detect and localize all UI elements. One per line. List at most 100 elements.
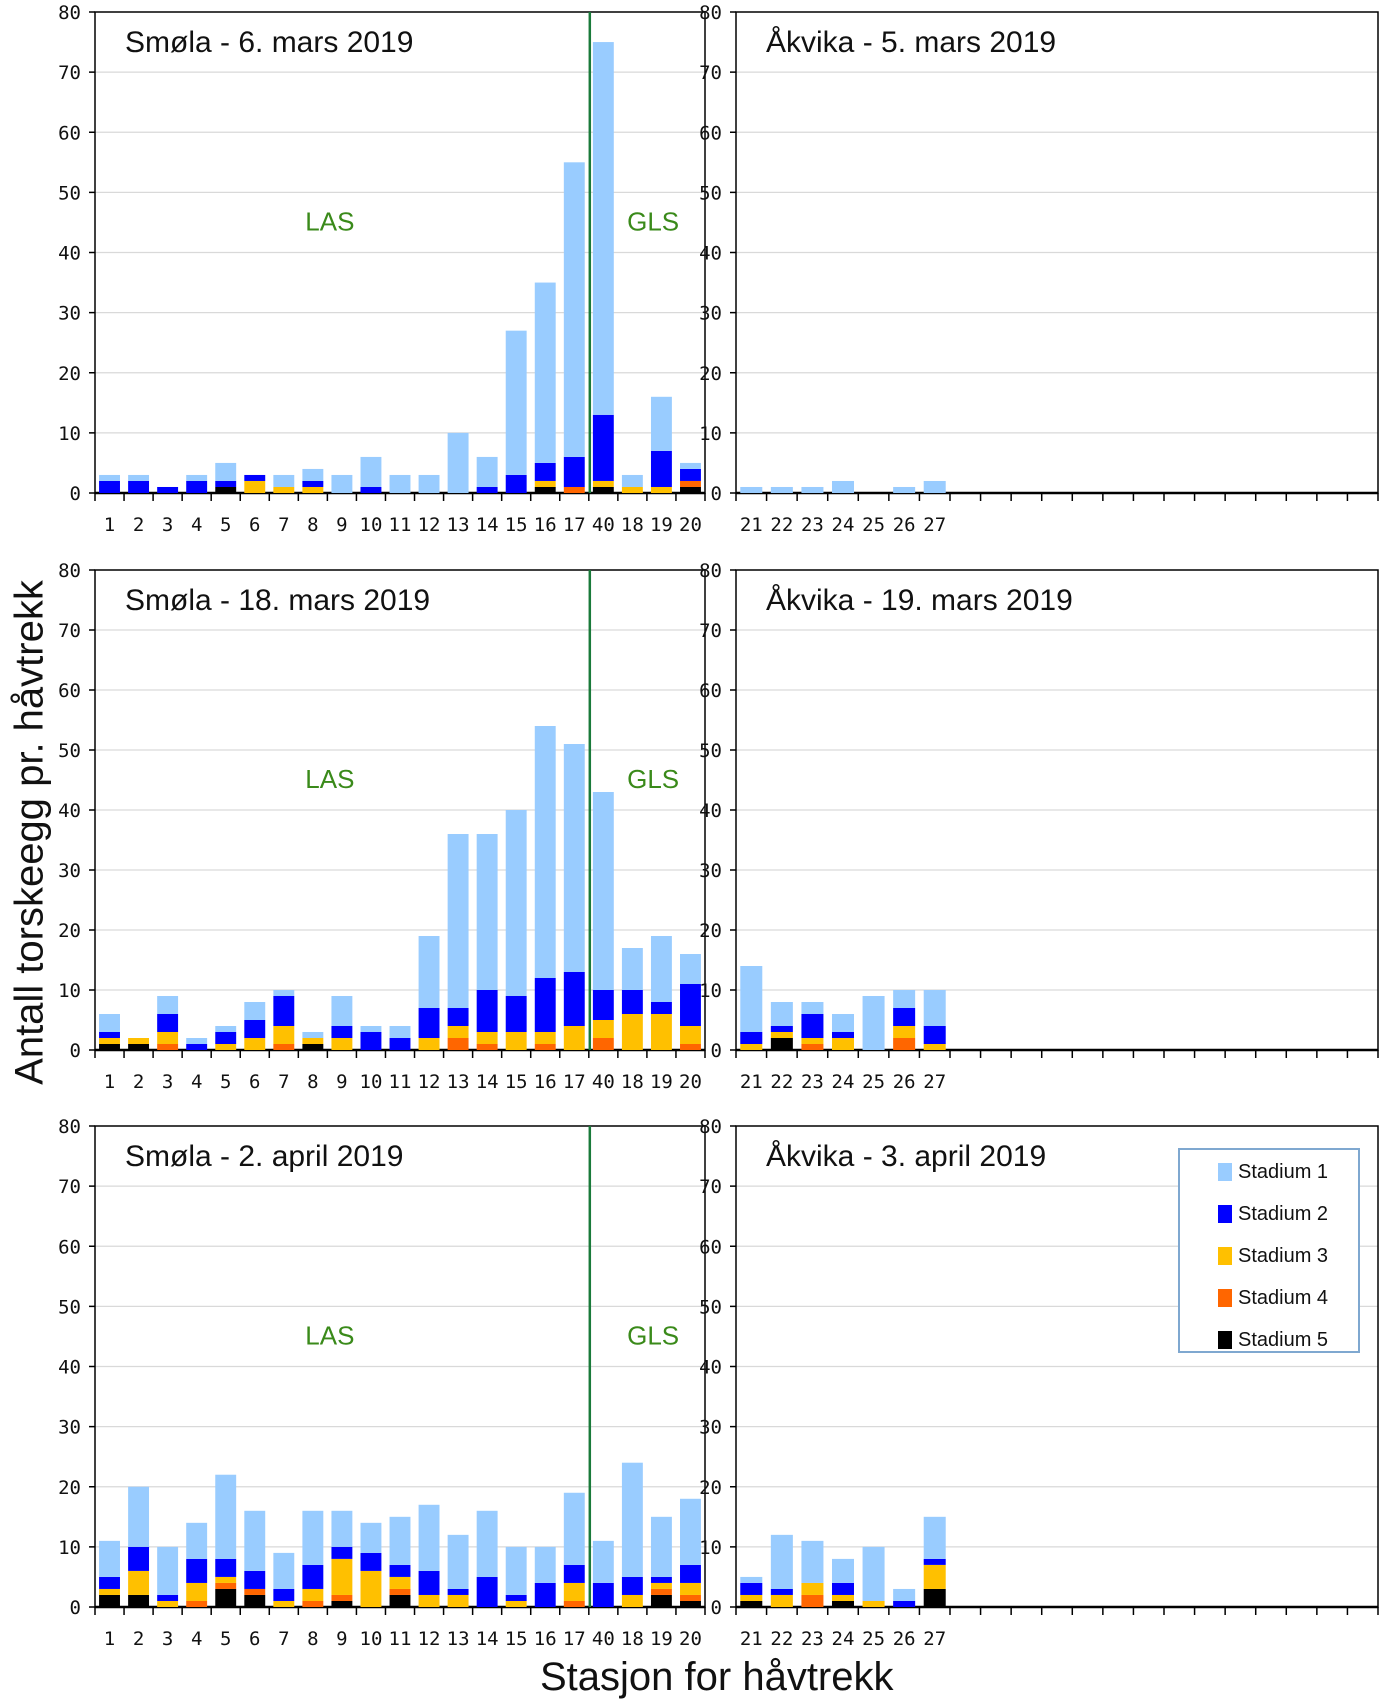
panel-akvika-3-ytick-label: 70 (699, 1176, 722, 1198)
panel-smola-2-bar-1-stadium-3 (99, 1038, 120, 1044)
panel-smola-2-bar-1-stadium-2 (99, 1032, 120, 1038)
panel-smola-2-bar-11-stadium-1 (389, 1026, 411, 1038)
panel-smola-1-xtick-label: 40 (592, 514, 615, 536)
panel-smola-1-xtick-label: 2 (133, 514, 144, 536)
panel-akvika-1-xtick-label: 25 (862, 514, 885, 536)
panel-smola-1-ytick-label: 0 (70, 483, 81, 505)
panel-smola-2-bar-8-stadium-3 (302, 1038, 324, 1044)
panel-akvika-2-bar-27-stadium-1 (923, 990, 946, 1026)
panel-smola-3-region-label-gls: GLS (627, 1320, 679, 1350)
panel-smola-1-title: Smøla - 6. mars 2019 (125, 26, 413, 59)
panel-smola-3-bar-8-stadium-4 (302, 1600, 324, 1607)
panel-smola-3-bar-3-stadium-1 (157, 1546, 179, 1595)
panel-smola-3-bar-4-stadium-4 (186, 1600, 208, 1607)
panel-akvika-2-ytick-label: 0 (711, 1040, 722, 1062)
panel-smola-2-bar-3-stadium-1 (157, 996, 179, 1014)
legend-label: Stadium 1 (1238, 1160, 1329, 1183)
panel-akvika-2-ytick-label: 80 (699, 560, 722, 582)
panel-smola-3-bar-19-stadium-5 (650, 1594, 672, 1607)
panel-smola-1-bar-14-stadium-1 (476, 456, 498, 487)
panel-smola-1-bar-40-stadium-1 (592, 42, 614, 415)
panel-akvika-2-bar-21-stadium-2 (740, 1032, 763, 1044)
panel-smola-2-bar-16-stadium-2 (534, 978, 556, 1032)
panel-smola-3-xtick-label: 9 (336, 1628, 347, 1650)
panel-akvika-2-bar-23-stadium-3 (801, 1038, 824, 1044)
panel-smola-1-xtick-label: 19 (650, 514, 673, 536)
panel-smola-3-ytick-label: 70 (58, 1176, 81, 1198)
panel-smola-2-bar-10-stadium-1 (360, 1026, 382, 1032)
panel-akvika-2-bar-27-stadium-3 (923, 1044, 946, 1050)
panel-akvika-2-xtick-label: 27 (923, 1071, 946, 1093)
panel-smola-1-bar-5-stadium-1 (215, 462, 237, 481)
panel-smola-1-ytick-label: 20 (58, 363, 81, 385)
panel-smola-3-bar-13-stadium-2 (447, 1588, 469, 1595)
panel-smola-1-xtick-label: 3 (162, 514, 173, 536)
panel-smola-2-bar-17-stadium-3 (563, 1026, 585, 1050)
panel-smola-2-bar-13-stadium-3 (447, 1026, 469, 1038)
panel-smola-3-bar-6-stadium-2 (244, 1570, 266, 1589)
panel-akvika-3-bar-22-stadium-3 (770, 1594, 793, 1607)
panel-smola-2-bar-13-stadium-1 (447, 834, 469, 1008)
panel-smola-2-bar-20-stadium-2 (680, 984, 701, 1026)
panel-smola-1-bar-16-stadium-3 (534, 480, 556, 487)
panel-smola-2-bar-12-stadium-1 (418, 936, 440, 1008)
panel-smola-3-bar-4-stadium-1 (186, 1522, 208, 1559)
panel-akvika-2-xtick-label: 21 (740, 1071, 763, 1093)
panel-akvika-3-ytick-label: 50 (699, 1296, 722, 1318)
panel-smola-3-bar-1-stadium-2 (99, 1576, 120, 1589)
panel-smola-3-bar-20-stadium-1 (680, 1498, 701, 1565)
legend-swatch (1218, 1163, 1232, 1181)
panel-smola-1-bar-7-stadium-3 (273, 486, 295, 493)
panel-smola-2-bar-40-stadium-2 (592, 990, 614, 1020)
panel-akvika-3-bar-22-stadium-1 (770, 1534, 793, 1589)
panel-smola-1-xtick-label: 12 (418, 514, 441, 536)
panel-smola-1-bar-40-stadium-2 (592, 414, 614, 481)
panel-smola-2-bar-16-stadium-3 (534, 1032, 556, 1044)
panel-akvika-1-bar-21-stadium-1 (740, 486, 763, 493)
panel-smola-3-xtick-label: 3 (162, 1628, 173, 1650)
panel-smola-3-bar-2-stadium-3 (128, 1570, 150, 1595)
panel-smola-2-bar-14-stadium-1 (476, 834, 498, 990)
panel-smola-3-bar-15-stadium-3 (505, 1600, 527, 1607)
panel-smola-2-ytick-label: 60 (58, 680, 81, 702)
panel-smola-2-xtick-label: 8 (307, 1071, 318, 1093)
panel-smola-2-bar-14-stadium-4 (476, 1044, 498, 1050)
panel-smola-1-bar-19-stadium-1 (650, 396, 672, 451)
panel-smola-2-bar-5-stadium-1 (215, 1026, 237, 1032)
panel-smola-3-ytick-label: 80 (58, 1116, 81, 1138)
panel-akvika-1-xtick-label: 26 (893, 514, 916, 536)
panel-smola-1-bar-16-stadium-2 (534, 462, 556, 481)
legend-swatch (1218, 1205, 1232, 1223)
panel-smola-3-bar-8-stadium-2 (302, 1564, 324, 1589)
panel-akvika-3-bar-22-stadium-2 (770, 1588, 793, 1595)
panel-smola-3-bar-13-stadium-3 (447, 1594, 469, 1607)
panel-smola-3-bar-17-stadium-4 (563, 1600, 585, 1607)
legend-label: Stadium 4 (1238, 1286, 1329, 1309)
panel-smola-3-xtick-label: 10 (360, 1628, 383, 1650)
panel-smola-1-xtick-label: 4 (191, 514, 202, 536)
panel-smola-2-xtick-label: 16 (534, 1071, 557, 1093)
panel-smola-3-bar-14-stadium-1 (476, 1510, 498, 1577)
panel-smola-2-bar-15-stadium-3 (505, 1032, 527, 1050)
panel-akvika-2-bar-26-stadium-4 (893, 1038, 916, 1050)
panel-akvika-3-xtick-label: 27 (923, 1628, 946, 1650)
legend-item-stadium-3: Stadium 3 (1218, 1244, 1328, 1268)
panel-smola-1-xtick-label: 13 (447, 514, 470, 536)
panel-smola-3-bar-7-stadium-3 (273, 1600, 295, 1607)
panel-smola-2-bar-16-stadium-4 (534, 1044, 556, 1050)
panel-smola-1-bar-12-stadium-1 (418, 474, 440, 493)
panel-akvika-2-xtick-label: 25 (862, 1071, 885, 1093)
panel-smola-3-xtick-label: 13 (447, 1628, 470, 1650)
panel-akvika-2-xtick-label: 22 (770, 1071, 793, 1093)
panel-smola-2-bar-14-stadium-3 (476, 1032, 498, 1044)
panel-smola-2-bar-3-stadium-4 (157, 1044, 179, 1050)
panel-smola-1-bar-13-stadium-1 (447, 432, 469, 493)
panel-smola-3-bar-5-stadium-4 (215, 1582, 237, 1589)
panel-akvika-3-ytick-label: 60 (699, 1236, 722, 1258)
legend-label: Stadium 5 (1238, 1328, 1329, 1351)
panel-smola-3-bar-15-stadium-1 (505, 1546, 527, 1595)
panel-akvika-2-bar-24-stadium-3 (831, 1038, 855, 1050)
panel-akvika-2-bar-23-stadium-2 (801, 1014, 824, 1038)
panel-akvika-3-bar-21-stadium-1 (740, 1576, 763, 1583)
panel-smola-1-bar-5-stadium-2 (215, 480, 237, 487)
